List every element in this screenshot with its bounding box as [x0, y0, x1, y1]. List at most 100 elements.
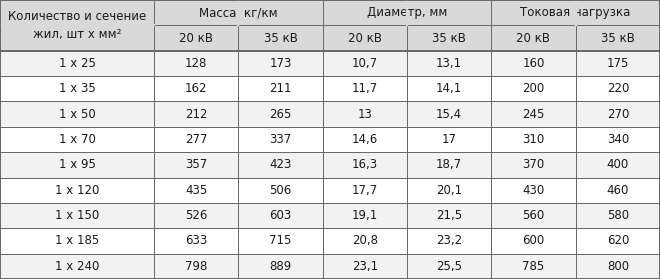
Bar — [407, 76, 491, 102]
Bar — [0, 177, 154, 203]
Bar — [407, 152, 491, 177]
Bar — [0, 152, 154, 177]
Text: 357: 357 — [185, 158, 207, 171]
Text: 1 х 70: 1 х 70 — [59, 133, 96, 146]
Text: 460: 460 — [607, 184, 629, 197]
Bar — [238, 228, 323, 254]
Bar — [576, 51, 660, 76]
Bar — [407, 177, 491, 203]
Bar — [238, 51, 323, 76]
Text: 13: 13 — [357, 108, 372, 121]
Bar — [238, 102, 323, 127]
Bar — [154, 177, 238, 203]
Bar — [491, 0, 576, 25]
Bar — [154, 102, 238, 127]
Text: 20 кВ: 20 кВ — [179, 32, 213, 45]
Bar — [238, 76, 323, 102]
Bar — [407, 254, 491, 279]
Bar — [323, 152, 407, 177]
Bar — [238, 127, 323, 152]
Bar — [576, 152, 660, 177]
Text: 16,3: 16,3 — [352, 158, 378, 171]
Text: 245: 245 — [522, 108, 544, 121]
Text: 265: 265 — [269, 108, 292, 121]
Text: 506: 506 — [269, 184, 292, 197]
Bar — [407, 203, 491, 228]
Bar — [0, 203, 154, 228]
Text: 175: 175 — [607, 57, 629, 70]
Bar — [0, 254, 154, 279]
Bar — [407, 127, 491, 152]
Bar — [323, 102, 407, 127]
Bar — [576, 127, 660, 152]
Text: 20,1: 20,1 — [436, 184, 462, 197]
Bar — [576, 228, 660, 254]
Bar — [323, 177, 407, 203]
Bar — [238, 25, 323, 51]
Bar — [0, 228, 154, 254]
Bar — [154, 76, 238, 102]
Bar — [0, 127, 154, 152]
Bar — [576, 25, 660, 51]
Text: 526: 526 — [185, 209, 207, 222]
Text: 14,6: 14,6 — [352, 133, 378, 146]
Text: 15,4: 15,4 — [436, 108, 462, 121]
Text: 798: 798 — [185, 260, 207, 273]
Bar — [238, 203, 323, 228]
Text: 14,1: 14,1 — [436, 82, 462, 95]
Bar — [0, 102, 154, 127]
Text: 310: 310 — [522, 133, 544, 146]
Text: 1 х 120: 1 х 120 — [55, 184, 99, 197]
Text: 370: 370 — [522, 158, 544, 171]
Text: 128: 128 — [185, 57, 207, 70]
Text: 1 х 35: 1 х 35 — [59, 82, 95, 95]
Text: 400: 400 — [607, 158, 629, 171]
Bar — [491, 228, 576, 254]
Text: 423: 423 — [269, 158, 292, 171]
Bar — [238, 177, 323, 203]
Text: 23,1: 23,1 — [352, 260, 378, 273]
Text: 889: 889 — [269, 260, 292, 273]
Bar — [154, 228, 238, 254]
Bar — [576, 102, 660, 127]
Text: 785: 785 — [522, 260, 544, 273]
Text: 20,8: 20,8 — [352, 234, 378, 247]
Bar — [323, 203, 407, 228]
Text: 620: 620 — [607, 234, 629, 247]
Bar — [576, 203, 660, 228]
Bar — [323, 25, 407, 51]
Bar — [407, 102, 491, 127]
Bar — [576, 76, 660, 102]
Bar — [154, 152, 238, 177]
Text: 1 х 240: 1 х 240 — [55, 260, 99, 273]
Bar — [0, 25, 154, 51]
Text: 35 кВ: 35 кВ — [601, 32, 635, 45]
Text: 430: 430 — [522, 184, 544, 197]
Bar — [0, 76, 154, 102]
Text: 200: 200 — [522, 82, 544, 95]
Text: 11,7: 11,7 — [352, 82, 378, 95]
Text: 800: 800 — [607, 260, 629, 273]
Text: Масса, кг/км: Масса, кг/км — [199, 6, 278, 19]
Text: 173: 173 — [269, 57, 292, 70]
Bar — [491, 152, 576, 177]
Bar — [0, 0, 154, 25]
Text: 211: 211 — [269, 82, 292, 95]
Bar — [323, 51, 407, 76]
Text: 1 х 185: 1 х 185 — [55, 234, 99, 247]
Text: Количество и сечение
жил, шт х мм²: Количество и сечение жил, шт х мм² — [8, 10, 146, 41]
Bar — [491, 76, 576, 102]
Text: Диаметр, мм: Диаметр, мм — [367, 6, 447, 19]
Text: 337: 337 — [269, 133, 292, 146]
Text: 35 кВ: 35 кВ — [432, 32, 466, 45]
Text: 160: 160 — [522, 57, 544, 70]
Text: 13,1: 13,1 — [436, 57, 462, 70]
Bar — [407, 228, 491, 254]
Text: 10,7: 10,7 — [352, 57, 378, 70]
Bar — [491, 102, 576, 127]
Bar — [154, 51, 238, 76]
Text: 1 х 150: 1 х 150 — [55, 209, 99, 222]
Bar — [323, 254, 407, 279]
Bar — [238, 152, 323, 177]
Bar — [491, 203, 576, 228]
